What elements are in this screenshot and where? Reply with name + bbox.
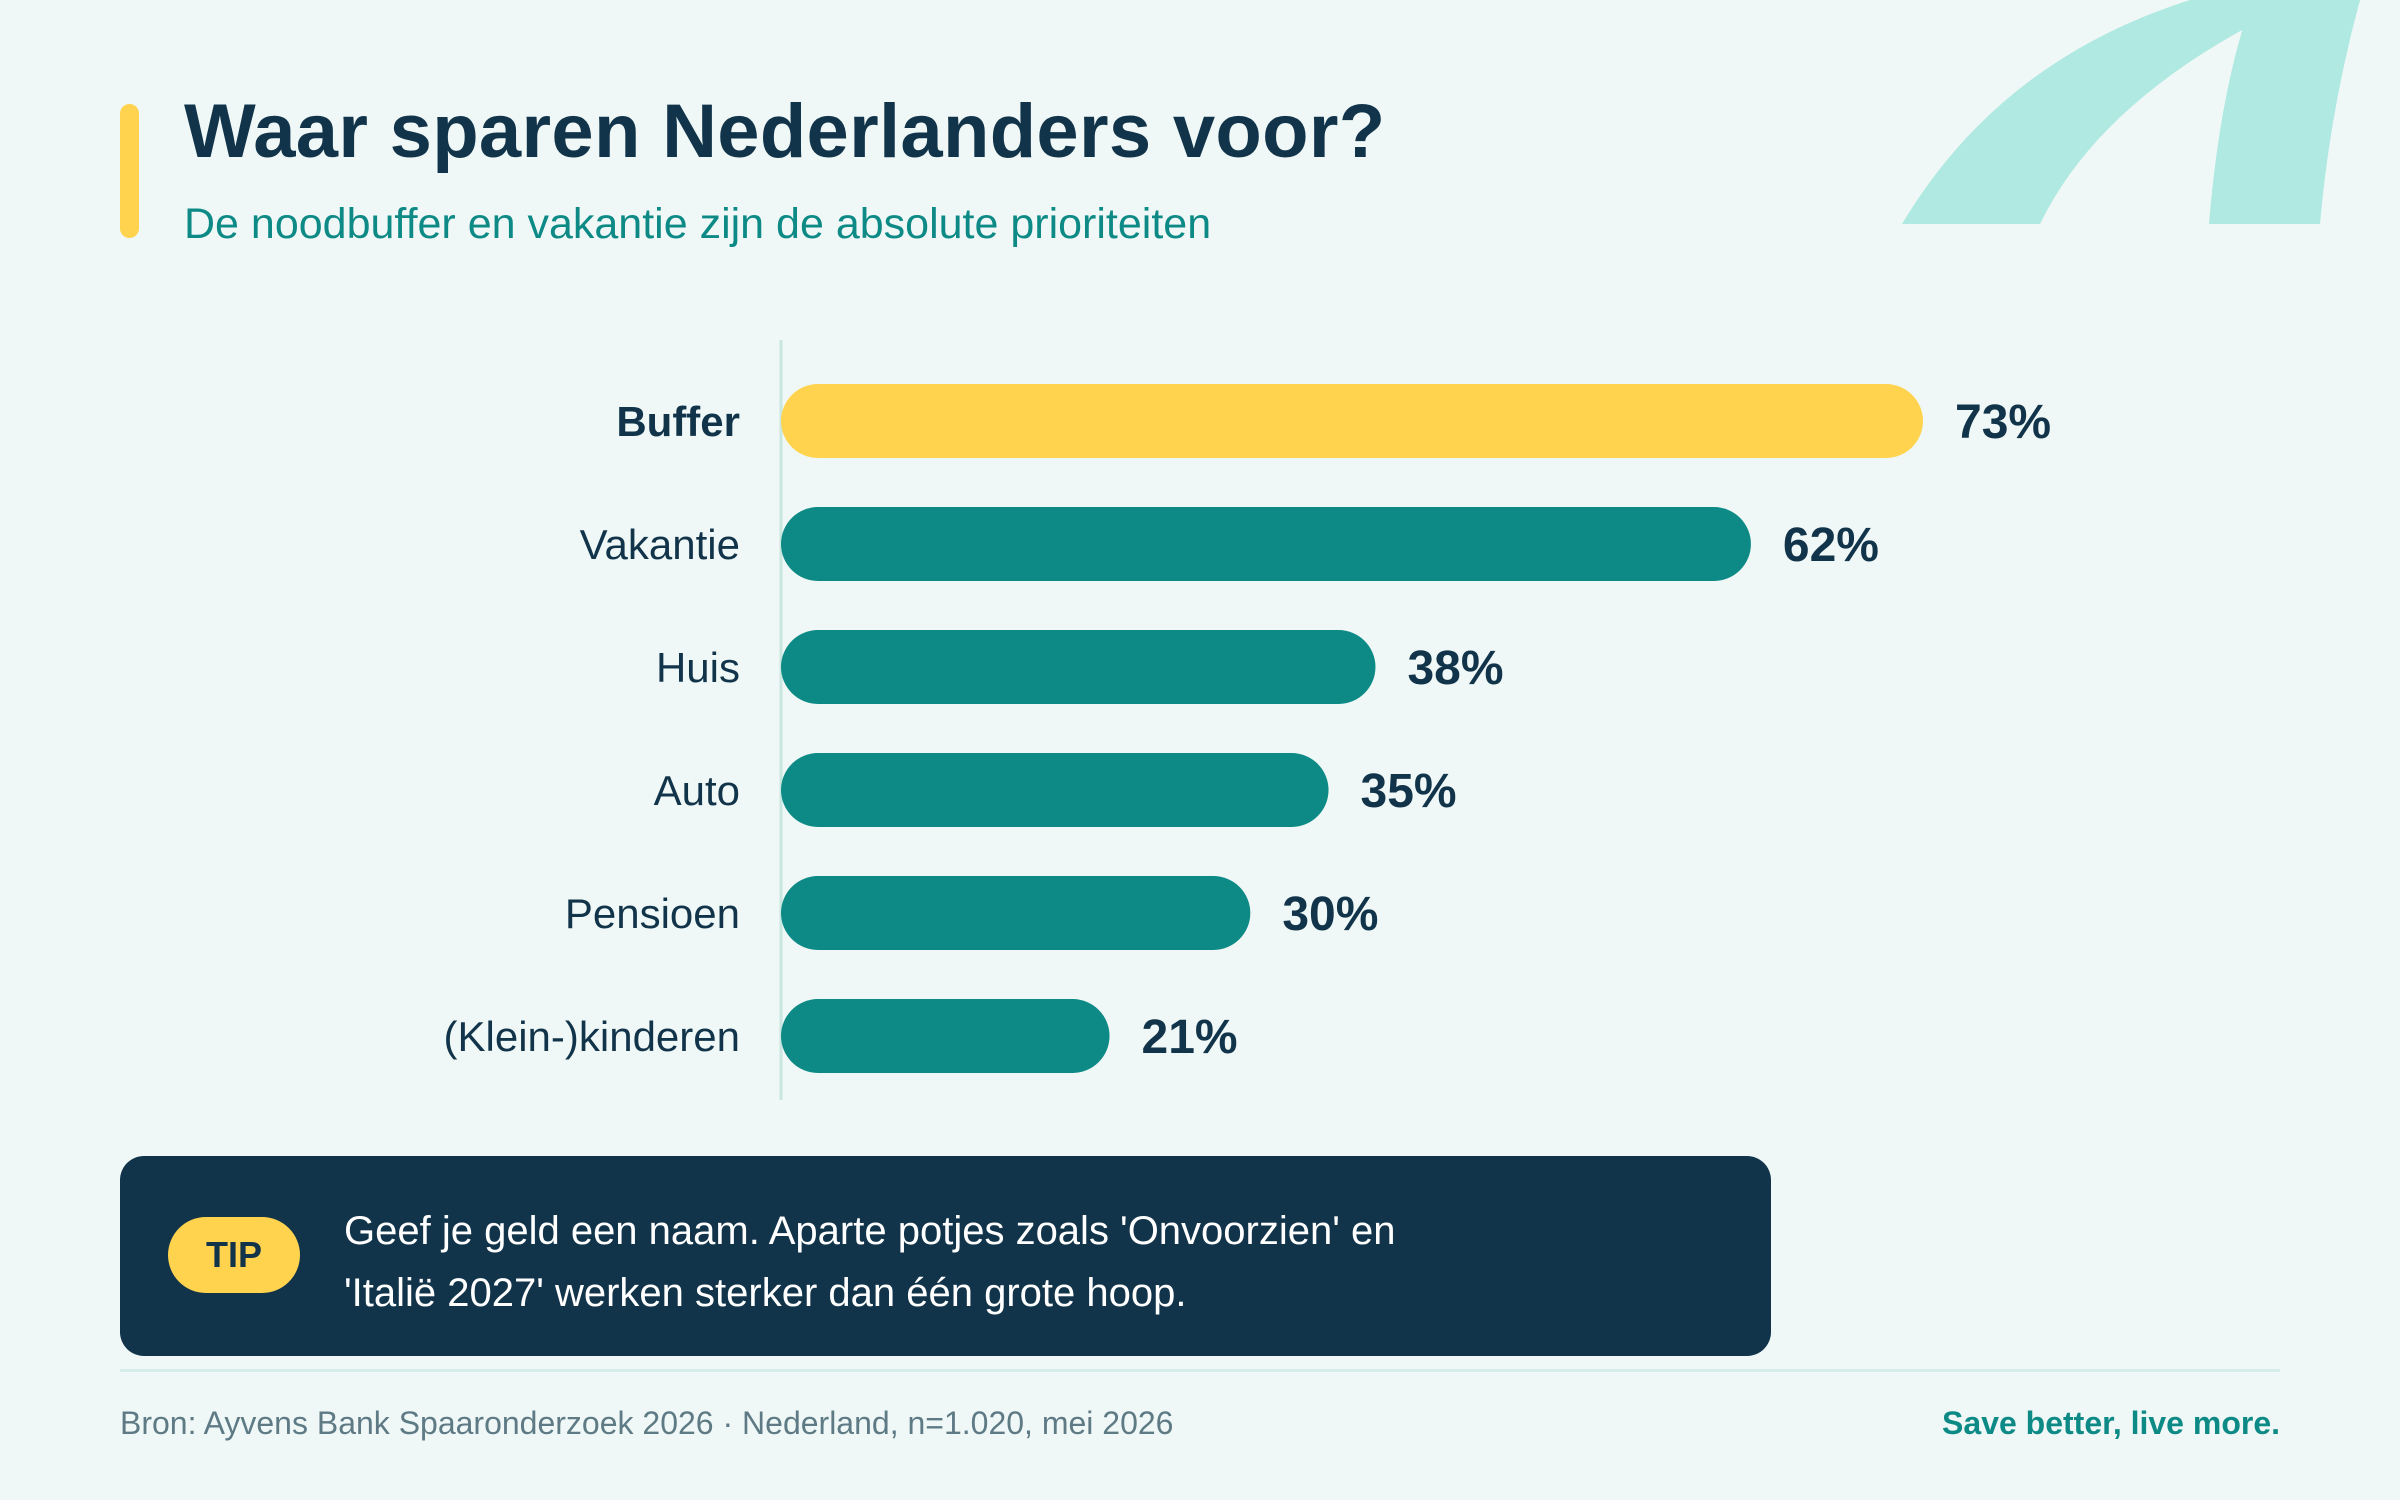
source-note: Bron: Ayvens Bank Spaaronderzoek 2026 · … <box>120 1405 1174 1441</box>
decorative-quote-shape <box>1902 0 2360 224</box>
tip-box: TIP Geef je geld een naam. Aparte potjes… <box>120 1156 1771 1356</box>
value-label-0: 73% <box>1955 396 2051 449</box>
category-label-1: Vakantie <box>580 521 740 568</box>
brand-tagline: Save better, live more. <box>1942 1405 2280 1441</box>
category-label-2: Huis <box>656 644 740 691</box>
savings-goals-bar-chart: Buffer 73% Vakantie 62% Huis 38% Auto 35% Pensio… <box>444 340 2051 1100</box>
bar-2 <box>781 630 1376 704</box>
tip-line-2: 'Italië 2027' werken sterker dan één gro… <box>344 1271 1187 1315</box>
tip-line-1: Geef je geld een naam. Aparte potjes zoa… <box>344 1209 1396 1253</box>
bar-1 <box>781 507 1751 581</box>
bar-5 <box>781 999 1110 1073</box>
category-label-5: (Klein-)kinderen <box>444 1013 740 1060</box>
page-title: Waar sparen Nederlanders voor? <box>184 89 1386 174</box>
tip-badge: TIP <box>168 1217 300 1293</box>
value-label-2: 38% <box>1407 642 1503 695</box>
bar-3 <box>781 753 1329 827</box>
value-label-5: 21% <box>1142 1011 1238 1064</box>
bar-4 <box>781 876 1251 950</box>
value-label-4: 30% <box>1282 888 1378 941</box>
footer-divider <box>120 1369 2280 1372</box>
decorative-stroke-left <box>1902 0 2302 224</box>
page-subtitle: De noodbuffer en vakantie zijn de absolu… <box>184 200 1212 248</box>
category-label-4: Pensioen <box>565 890 740 937</box>
value-label-3: 35% <box>1361 765 1457 818</box>
category-label-0: Buffer <box>616 398 740 445</box>
category-label-3: Auto <box>654 767 740 814</box>
decorative-stroke-right <box>2209 0 2360 224</box>
value-label-1: 62% <box>1783 519 1879 572</box>
bars: Buffer 73% Vakantie 62% Huis 38% Auto 35% Pensio… <box>444 384 2051 1073</box>
bar-0 <box>781 384 1923 458</box>
title-accent-bar <box>120 104 139 238</box>
tip-text: Geef je geld een naam. Aparte potjes zoa… <box>344 1200 1674 1324</box>
